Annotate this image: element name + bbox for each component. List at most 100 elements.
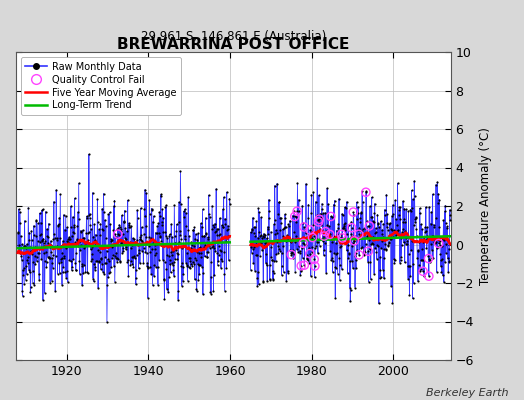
Point: [159, 257, 167, 263]
Point: [32, 217, 41, 224]
Point: [367, 194, 376, 201]
Point: [82, 230, 90, 236]
Point: [355, 231, 363, 238]
Point: [380, 275, 388, 282]
Point: [409, 196, 417, 202]
Point: [167, 260, 176, 266]
Point: [361, 224, 369, 231]
Point: [118, 250, 126, 256]
Point: [153, 223, 161, 229]
Point: [425, 259, 434, 265]
Point: [76, 247, 84, 254]
Point: [216, 215, 224, 221]
Point: [134, 242, 143, 248]
Point: [251, 268, 259, 274]
Point: [37, 256, 46, 262]
Point: [395, 207, 403, 213]
Point: [223, 227, 231, 234]
Point: [310, 233, 318, 240]
Point: [121, 235, 129, 241]
Point: [61, 226, 69, 233]
Point: [142, 234, 150, 240]
Point: [182, 261, 191, 268]
Point: [47, 249, 56, 255]
Point: [158, 206, 167, 212]
Point: [107, 236, 115, 242]
Point: [122, 244, 130, 250]
Point: [333, 231, 341, 237]
Point: [64, 236, 73, 242]
Point: [265, 215, 273, 222]
Point: [254, 268, 262, 275]
Point: [332, 264, 341, 271]
Point: [107, 264, 115, 271]
Point: [258, 243, 267, 249]
Point: [148, 207, 156, 214]
Point: [74, 180, 83, 186]
Point: [345, 251, 353, 257]
Point: [213, 232, 221, 238]
Point: [204, 236, 213, 242]
Point: [25, 230, 34, 236]
Point: [395, 204, 403, 210]
Point: [424, 255, 433, 262]
Point: [152, 250, 160, 256]
Point: [124, 256, 132, 263]
Point: [152, 240, 161, 247]
Point: [246, 267, 255, 273]
Point: [327, 257, 335, 264]
Point: [257, 214, 265, 221]
Point: [172, 247, 180, 253]
Point: [293, 208, 301, 214]
Point: [174, 219, 183, 225]
Point: [396, 216, 404, 222]
Point: [109, 227, 117, 234]
Point: [319, 210, 328, 216]
Point: [316, 226, 324, 232]
Point: [278, 250, 287, 256]
Point: [380, 255, 388, 262]
Point: [262, 239, 270, 246]
Point: [284, 270, 292, 276]
Point: [280, 225, 288, 231]
Point: [127, 258, 135, 265]
Point: [148, 282, 157, 288]
Point: [286, 217, 294, 224]
Point: [362, 241, 370, 247]
Point: [402, 234, 411, 241]
Point: [299, 240, 308, 246]
Point: [343, 198, 351, 205]
Point: [169, 259, 178, 266]
Point: [375, 300, 383, 306]
Point: [75, 216, 83, 222]
Point: [343, 270, 352, 276]
Point: [427, 209, 435, 215]
Point: [398, 226, 407, 232]
Point: [277, 214, 285, 221]
Point: [282, 238, 290, 244]
Point: [128, 253, 137, 260]
Point: [368, 240, 376, 246]
Point: [51, 244, 59, 250]
Point: [307, 210, 315, 216]
Point: [343, 231, 352, 238]
Point: [376, 267, 385, 273]
Point: [352, 257, 360, 263]
Point: [215, 232, 223, 238]
Point: [84, 228, 93, 235]
Point: [331, 198, 339, 204]
Point: [325, 223, 334, 230]
Point: [355, 252, 363, 258]
Point: [412, 215, 420, 221]
Point: [294, 208, 303, 214]
Point: [141, 223, 150, 230]
Point: [330, 233, 338, 239]
Point: [97, 255, 105, 262]
Point: [194, 277, 203, 284]
Point: [176, 168, 184, 174]
Point: [405, 292, 413, 298]
Point: [386, 236, 395, 242]
Point: [374, 220, 382, 226]
Point: [390, 260, 399, 266]
Point: [340, 225, 348, 231]
